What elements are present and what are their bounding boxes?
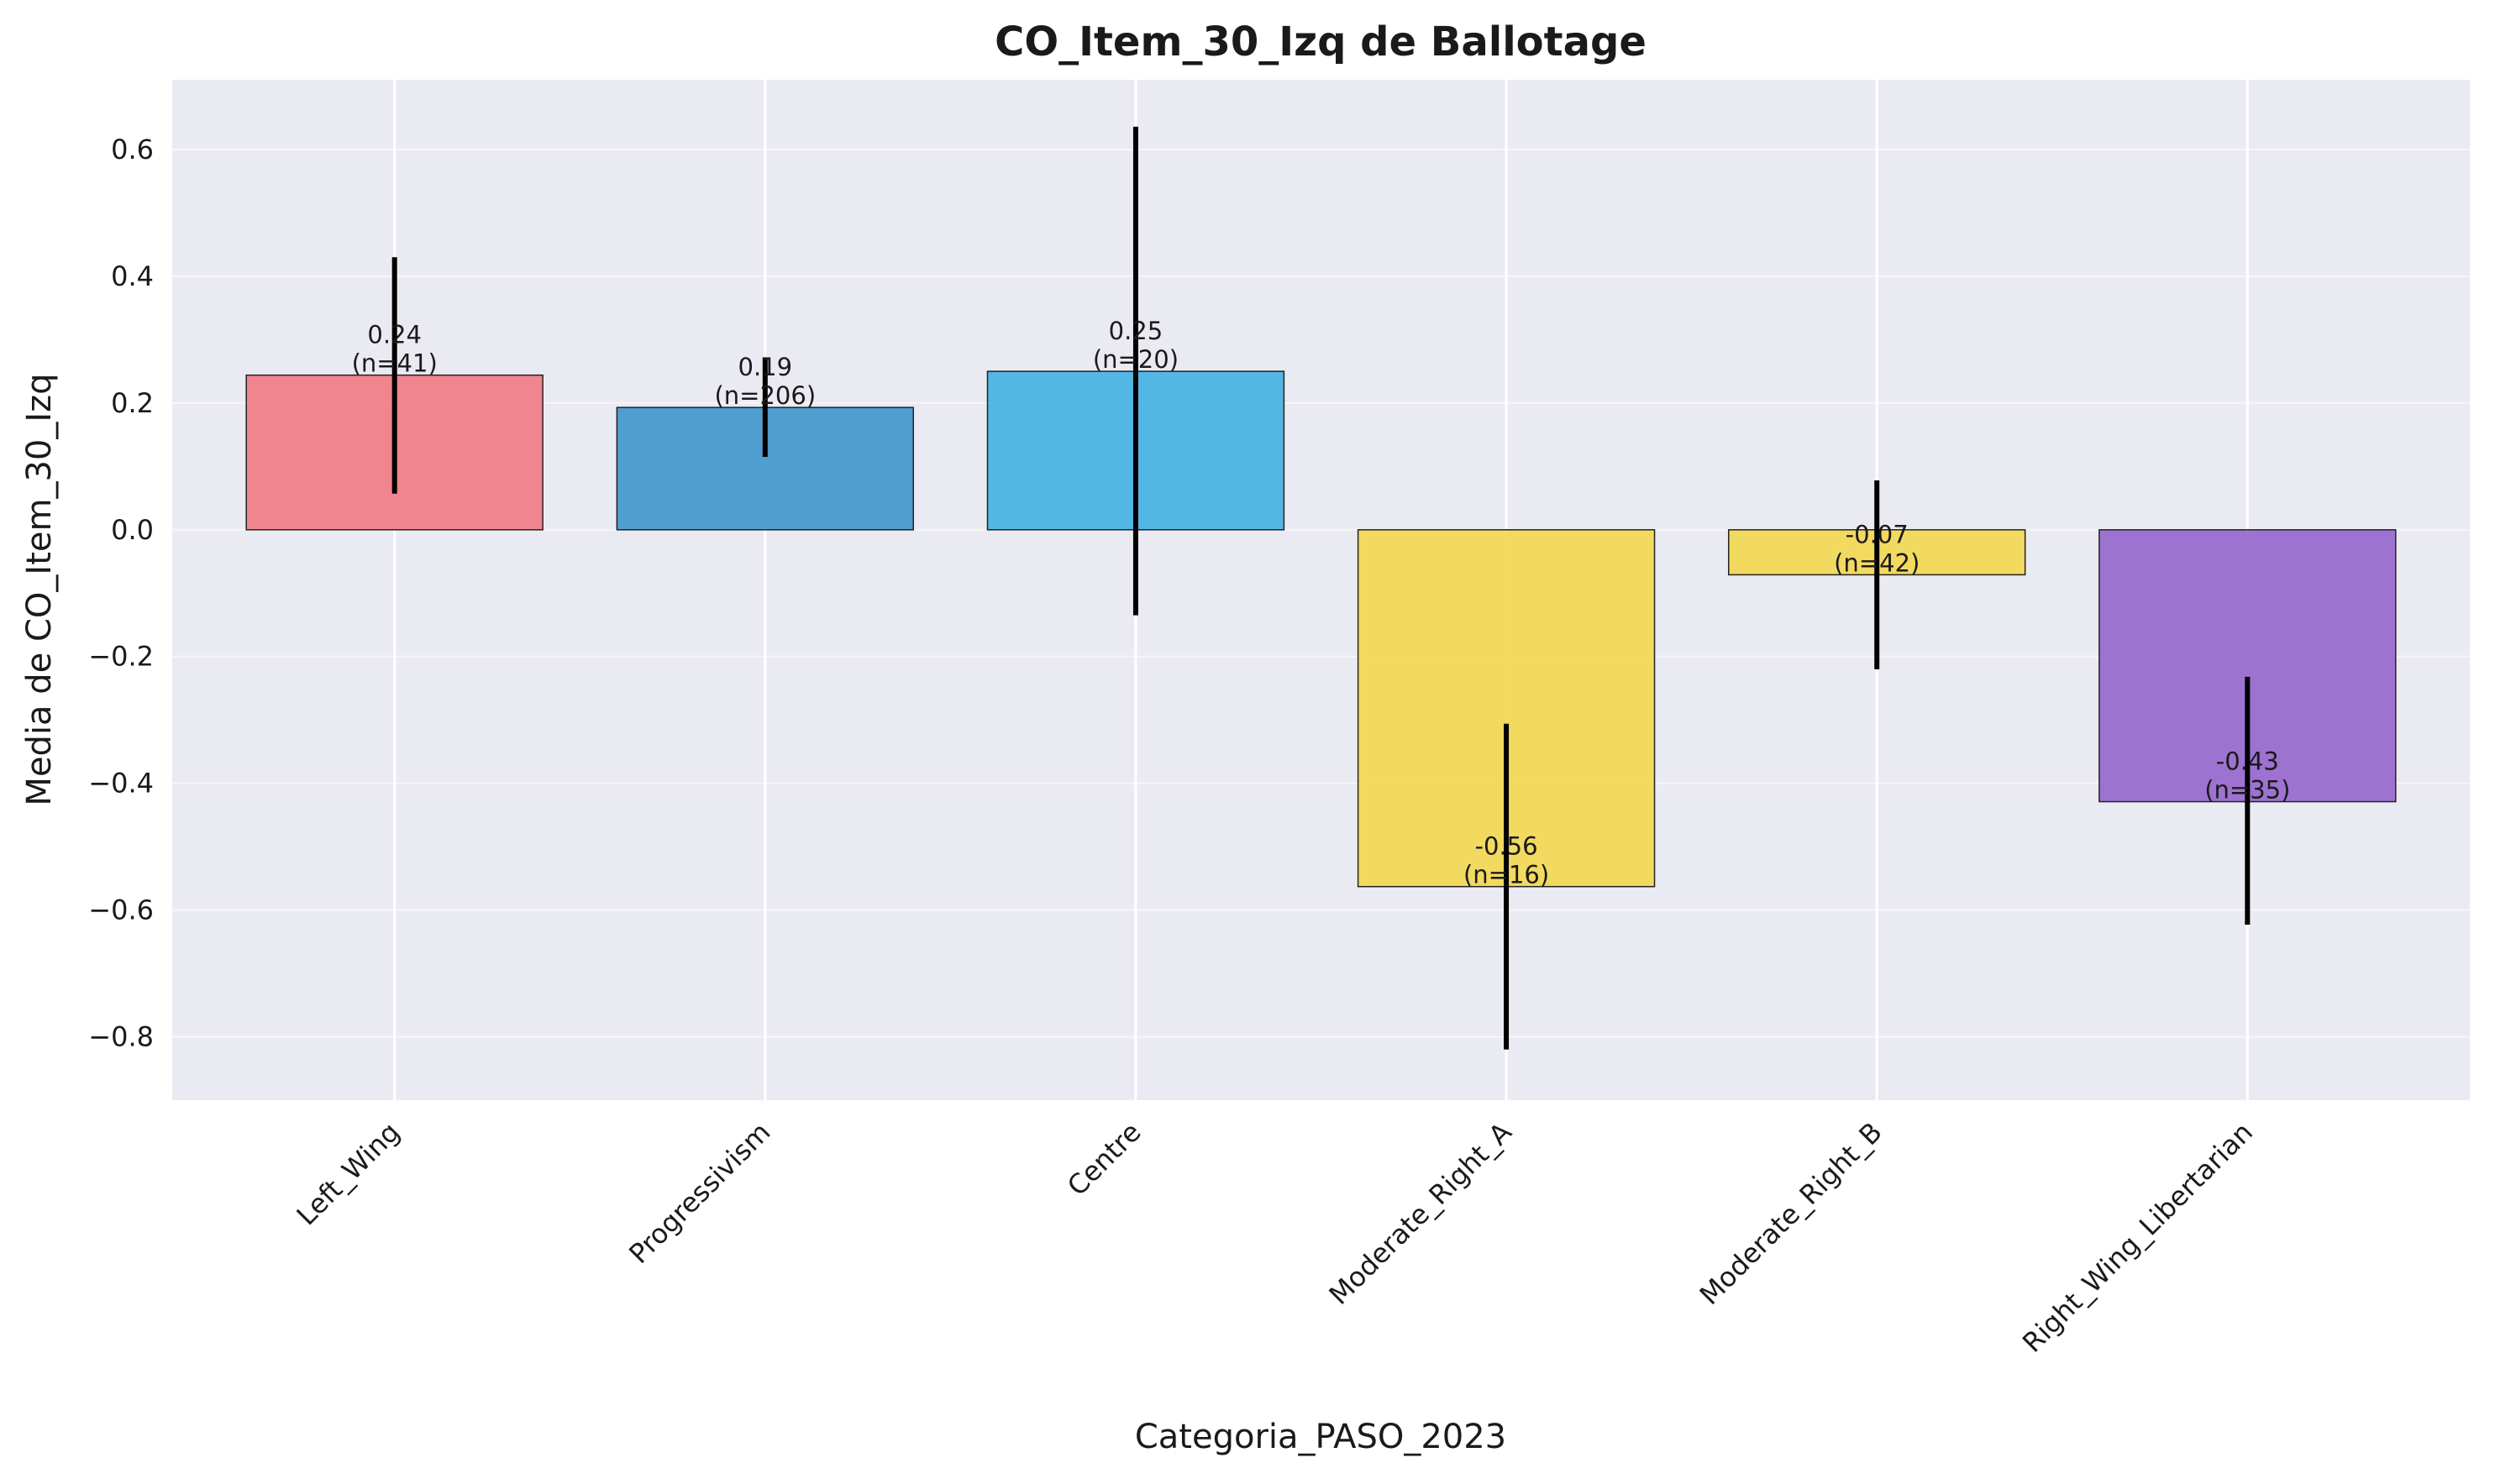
y-tick-label: −0.6 [88,894,154,926]
x-axis-ticks: Left_Wing Progressivism Centre Moderate_Rig… [291,1116,2259,1359]
value-label: 0.25 [1109,317,1163,345]
y-tick-label: 0.4 [111,260,154,292]
bars [245,370,2397,888]
x-tick-label: Progressivism [622,1116,776,1270]
value-label: -0.56 [1475,832,1538,861]
value-label: 0.19 [738,353,793,381]
x-tick-label: Right_Wing_Libertarian [2016,1116,2259,1359]
n-label: (n=20) [1093,345,1179,374]
chart-title: CO_Item_30_Izq de Ballotage [995,18,1647,66]
y-tick-label: 0.2 [111,387,154,419]
value-label: 0.24 [367,321,422,349]
x-tick-label: Moderate_Right_A [1323,1116,1518,1311]
x-tick-label: Left_Wing [291,1116,407,1232]
n-label: (n=42) [1834,548,1920,577]
y-tick-label: −0.8 [88,1021,154,1053]
value-label: -0.43 [2216,747,2279,776]
n-label: (n=35) [2204,776,2290,805]
y-tick-label: −0.4 [88,768,154,800]
n-label: (n=41) [352,349,438,378]
n-label: (n=16) [1463,861,1549,889]
value-label: -0.07 [1846,520,1909,548]
data-labels: 0.24(n=41) 0.19(n=206) 0.25(n=20) -0.56(n=1… [352,317,2291,889]
error-bars [391,126,2251,1050]
x-tick-label: Centre [1061,1116,1148,1203]
y-axis-label: Media de CO_Item_30_Izq [20,373,59,805]
y-tick-label: −0.2 [88,641,154,673]
plot-background [172,80,2470,1100]
x-tick-label: Moderate_Right_B [1694,1116,1888,1311]
y-tick-label: 0.0 [111,514,154,546]
y-axis-ticks: −0.8 −0.6 −0.4 −0.2 0.0 0.2 0.4 0.6 [88,134,154,1053]
n-label: (n=206) [714,381,816,410]
y-tick-label: 0.6 [111,134,154,165]
x-axis-label: Categoria_PASO_2023 [1135,1418,1506,1456]
